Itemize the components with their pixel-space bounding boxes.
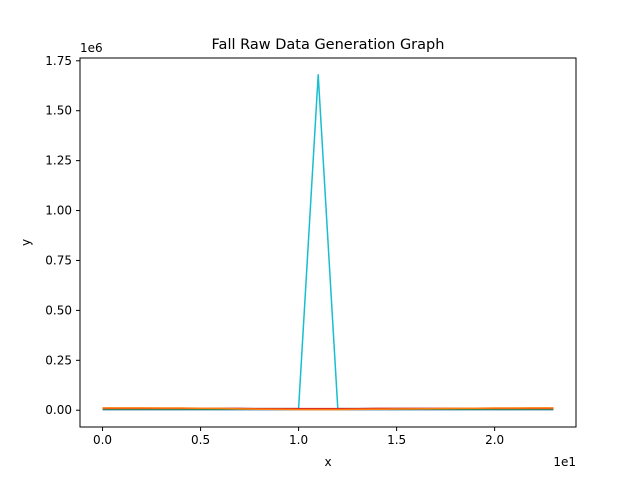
x-axis-ticks: 0.0 0.5 1.0 1.5 2.0 bbox=[93, 427, 504, 447]
y-tick-label: 1.25 bbox=[45, 154, 72, 168]
y-tick-label: 0.50 bbox=[45, 303, 72, 317]
chart-title: Fall Raw Data Generation Graph bbox=[212, 37, 445, 53]
y-axis-label: y bbox=[19, 239, 33, 246]
plot-area-frame bbox=[79, 57, 577, 428]
x-axis-label: x bbox=[324, 455, 331, 469]
x-tick-label: 1.0 bbox=[289, 433, 308, 447]
y-tick-label: 1.00 bbox=[45, 204, 72, 218]
x-tick-label: 0.5 bbox=[191, 433, 210, 447]
x-axis-offset-label: 1e1 bbox=[553, 455, 576, 469]
y-axis-offset-label: 1e6 bbox=[80, 41, 103, 55]
series-layer bbox=[102, 74, 554, 411]
y-axis-ticks: 0.00 0.25 0.50 0.75 1.00 1.25 1.50 1.75 bbox=[45, 54, 80, 417]
y-tick-label: 1.50 bbox=[45, 104, 72, 118]
y-tick-label: 0.75 bbox=[45, 253, 72, 267]
x-tick-label: 0.0 bbox=[93, 433, 112, 447]
y-tick-label: 0.25 bbox=[45, 353, 72, 367]
y-tick-label: 1.75 bbox=[45, 54, 72, 68]
x-tick-label: 2.0 bbox=[485, 433, 504, 447]
y-tick-label: 0.00 bbox=[45, 403, 72, 417]
series-line-5 bbox=[102, 407, 554, 411]
x-tick-label: 1.5 bbox=[387, 433, 406, 447]
